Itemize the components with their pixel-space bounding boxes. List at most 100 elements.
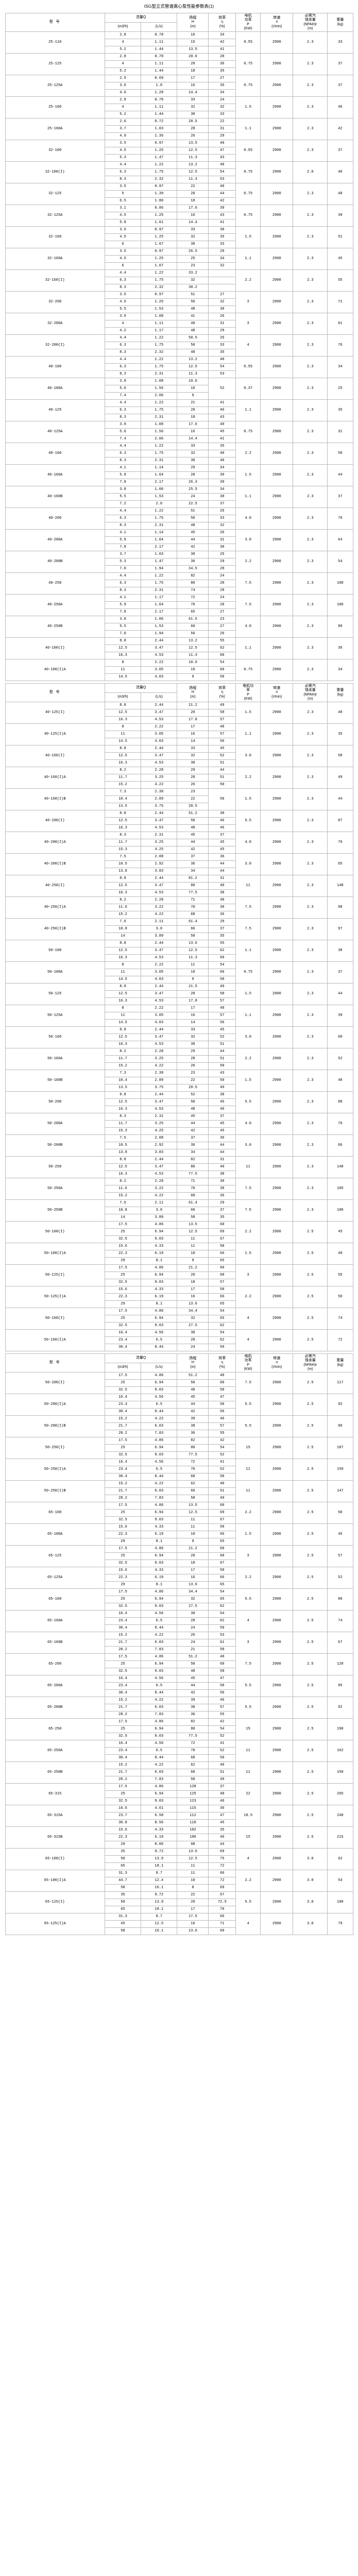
flow-m3h-value: 15.2 (104, 1062, 142, 1070)
flow-m3h-value: 4.9 (104, 132, 142, 140)
efficiency-value: 33 (208, 515, 236, 522)
pump-model: 50-160A (5, 1048, 105, 1070)
flow-ls-value: 4.22 (141, 1632, 178, 1639)
table-row: 14 3.89 58 35 (5, 933, 353, 940)
efficiency-value: 44 (208, 190, 236, 198)
flow-m3h-value: 11 (104, 731, 142, 738)
table-row: 11 3.05 10 60 (5, 666, 353, 674)
head-value: 82 (177, 1437, 209, 1445)
flow-m3h-value: 4 (104, 320, 142, 328)
table-row: 40-200A 4.1 1.14 45 26 3.0 2900 2.3 64 (5, 529, 353, 551)
speed-value: 2900 (260, 1026, 294, 1048)
table-row: 50-250A 8.2 2.28 71 30 7.5 2900 2.3 105 (5, 1178, 353, 1200)
efficiency-value: 42 (208, 197, 236, 205)
flow-m3h-value: 5.2 (104, 46, 142, 54)
pump-model: 50-200B (5, 1134, 105, 1157)
flow-ls-value: 1.67 (141, 241, 178, 248)
flow-ls-value: 1.75 (141, 168, 178, 176)
head-value: 24 (177, 1639, 209, 1647)
pump-model: 32-200 (5, 291, 105, 313)
efficiency-value: 46 (208, 824, 236, 832)
flow-ls-value: 6.5 (141, 1617, 178, 1625)
head-value: 17 (177, 1005, 209, 1012)
flow-ls-value: 1.17 (141, 327, 178, 335)
pump-model: 50-100A (5, 961, 105, 984)
flow-m3h-value: 12.5 (104, 645, 142, 652)
flow-ls-value: 4.33 (141, 1523, 178, 1531)
header-line: 扬程 (189, 1357, 197, 1361)
power-value: 0.37 (235, 378, 261, 400)
header-efficiency: 效率 η (%) (208, 1353, 236, 1372)
head-value: 61.4 (177, 1199, 209, 1207)
pump-model: 40-200A (5, 529, 105, 551)
flow-m3h-value: 28.2 (104, 1495, 142, 1502)
npsh-value: 2.3 (293, 551, 328, 573)
flow-ls-value: 2.06 (141, 435, 178, 443)
flow-m3h-value: 32.5 (104, 1279, 142, 1286)
table-row: 16.3 4.53 11.3 60 (5, 954, 353, 962)
head-value: 13.6 (177, 1581, 209, 1589)
header-line: 转速 (273, 16, 281, 20)
flow-m3h-value: 28.2 (104, 1646, 142, 1654)
npsh-value: 2.5 (293, 1567, 328, 1589)
head-value: 34.4 (177, 1308, 209, 1315)
efficiency-value: 56 (208, 1408, 236, 1416)
pump-model: 40-200(I)A (5, 832, 105, 854)
flow-ls-value: 6.03 (141, 1639, 178, 1647)
flow-ls-value: 4.22 (141, 911, 178, 919)
power-value: 1.5 (235, 788, 261, 810)
table-row: 16.3 4.53 77.5 38 (5, 889, 353, 897)
table-row: 12.5 3.47 12.5 62 (5, 645, 353, 652)
pump-model: 40-160A (5, 464, 105, 486)
flow-ls-value: 8.44 (141, 1408, 178, 1416)
flow-ls-value: 6.94 (141, 1444, 178, 1452)
power-value: 11 (235, 1740, 261, 1762)
table-row: 6.3 1.75 32 (5, 277, 353, 284)
speed-value: 2900 (260, 529, 294, 551)
flow-ls-value: 1.08 (141, 421, 178, 429)
pump-model: 40-125(I)A (5, 723, 105, 745)
speed-value: 2900 (260, 1740, 294, 1762)
efficiency-value: 31 (208, 125, 236, 133)
flow-ls-value: 4.53 (141, 997, 178, 1005)
table-row: 12.5 3.47 50 46 (5, 1098, 353, 1106)
power-value: 1.5 (235, 1523, 261, 1546)
flow-ls-value: 18.1 (141, 1906, 178, 1913)
speed-value: 2900 (260, 551, 294, 573)
pump-model: 40-160B (5, 486, 105, 508)
npsh-value: 2.3 (293, 940, 328, 962)
header-line: 率 (246, 688, 250, 692)
table-row: 65-100A 15.6 4.33 11 58 1.5 2900 2.5 45 (5, 1523, 353, 1546)
flow-m3h-value: 32.5 (104, 1451, 142, 1459)
head-value: 68 (177, 1473, 209, 1481)
pump-model: 50-100 (5, 940, 105, 962)
pump-model: 65-160B (5, 1632, 105, 1654)
head-value: 36 (177, 860, 209, 868)
table-row: 30.4 8.44 68 50 (5, 1754, 353, 1762)
flow-ls-value: 6.03 (141, 1704, 178, 1711)
flow-ls-value: 1.11 (141, 320, 178, 328)
header-flow-m3h: (m3/h) (104, 692, 142, 702)
efficiency-value: 28 (208, 565, 236, 573)
flow-ls-value: 1.08 (141, 378, 178, 385)
speed-value: 2900 (260, 1134, 294, 1157)
flow-m3h-value: 22.3 (104, 1834, 142, 1841)
head-value: 11.3 (177, 176, 209, 183)
head-value: 14 (177, 738, 209, 745)
speed-value: 2900 (260, 983, 294, 1005)
flow-ls-value: 18.1 (141, 1862, 178, 1870)
flow-m3h-value: 8.3 (104, 1113, 142, 1121)
efficiency-value: 45 (208, 1120, 236, 1128)
efficiency-value: 38 (208, 904, 236, 911)
npsh-value: 2.3 (293, 507, 328, 530)
efficiency-value: 51 (208, 759, 236, 767)
power-value: 7.5 (235, 572, 261, 595)
pump-model: 65-160A (5, 1610, 105, 1632)
flow-m3h-value: 28.2 (104, 1430, 142, 1437)
table-row: 5.2 1.44 18 35 (5, 67, 353, 75)
power-value: 2.2 (235, 1502, 261, 1524)
speed-value: 2900 (260, 1329, 294, 1351)
power-value: 3.0 (235, 853, 261, 875)
pump-model: 50-200(I) (5, 1372, 105, 1394)
flow-m3h-value: 16.3 (104, 954, 142, 962)
